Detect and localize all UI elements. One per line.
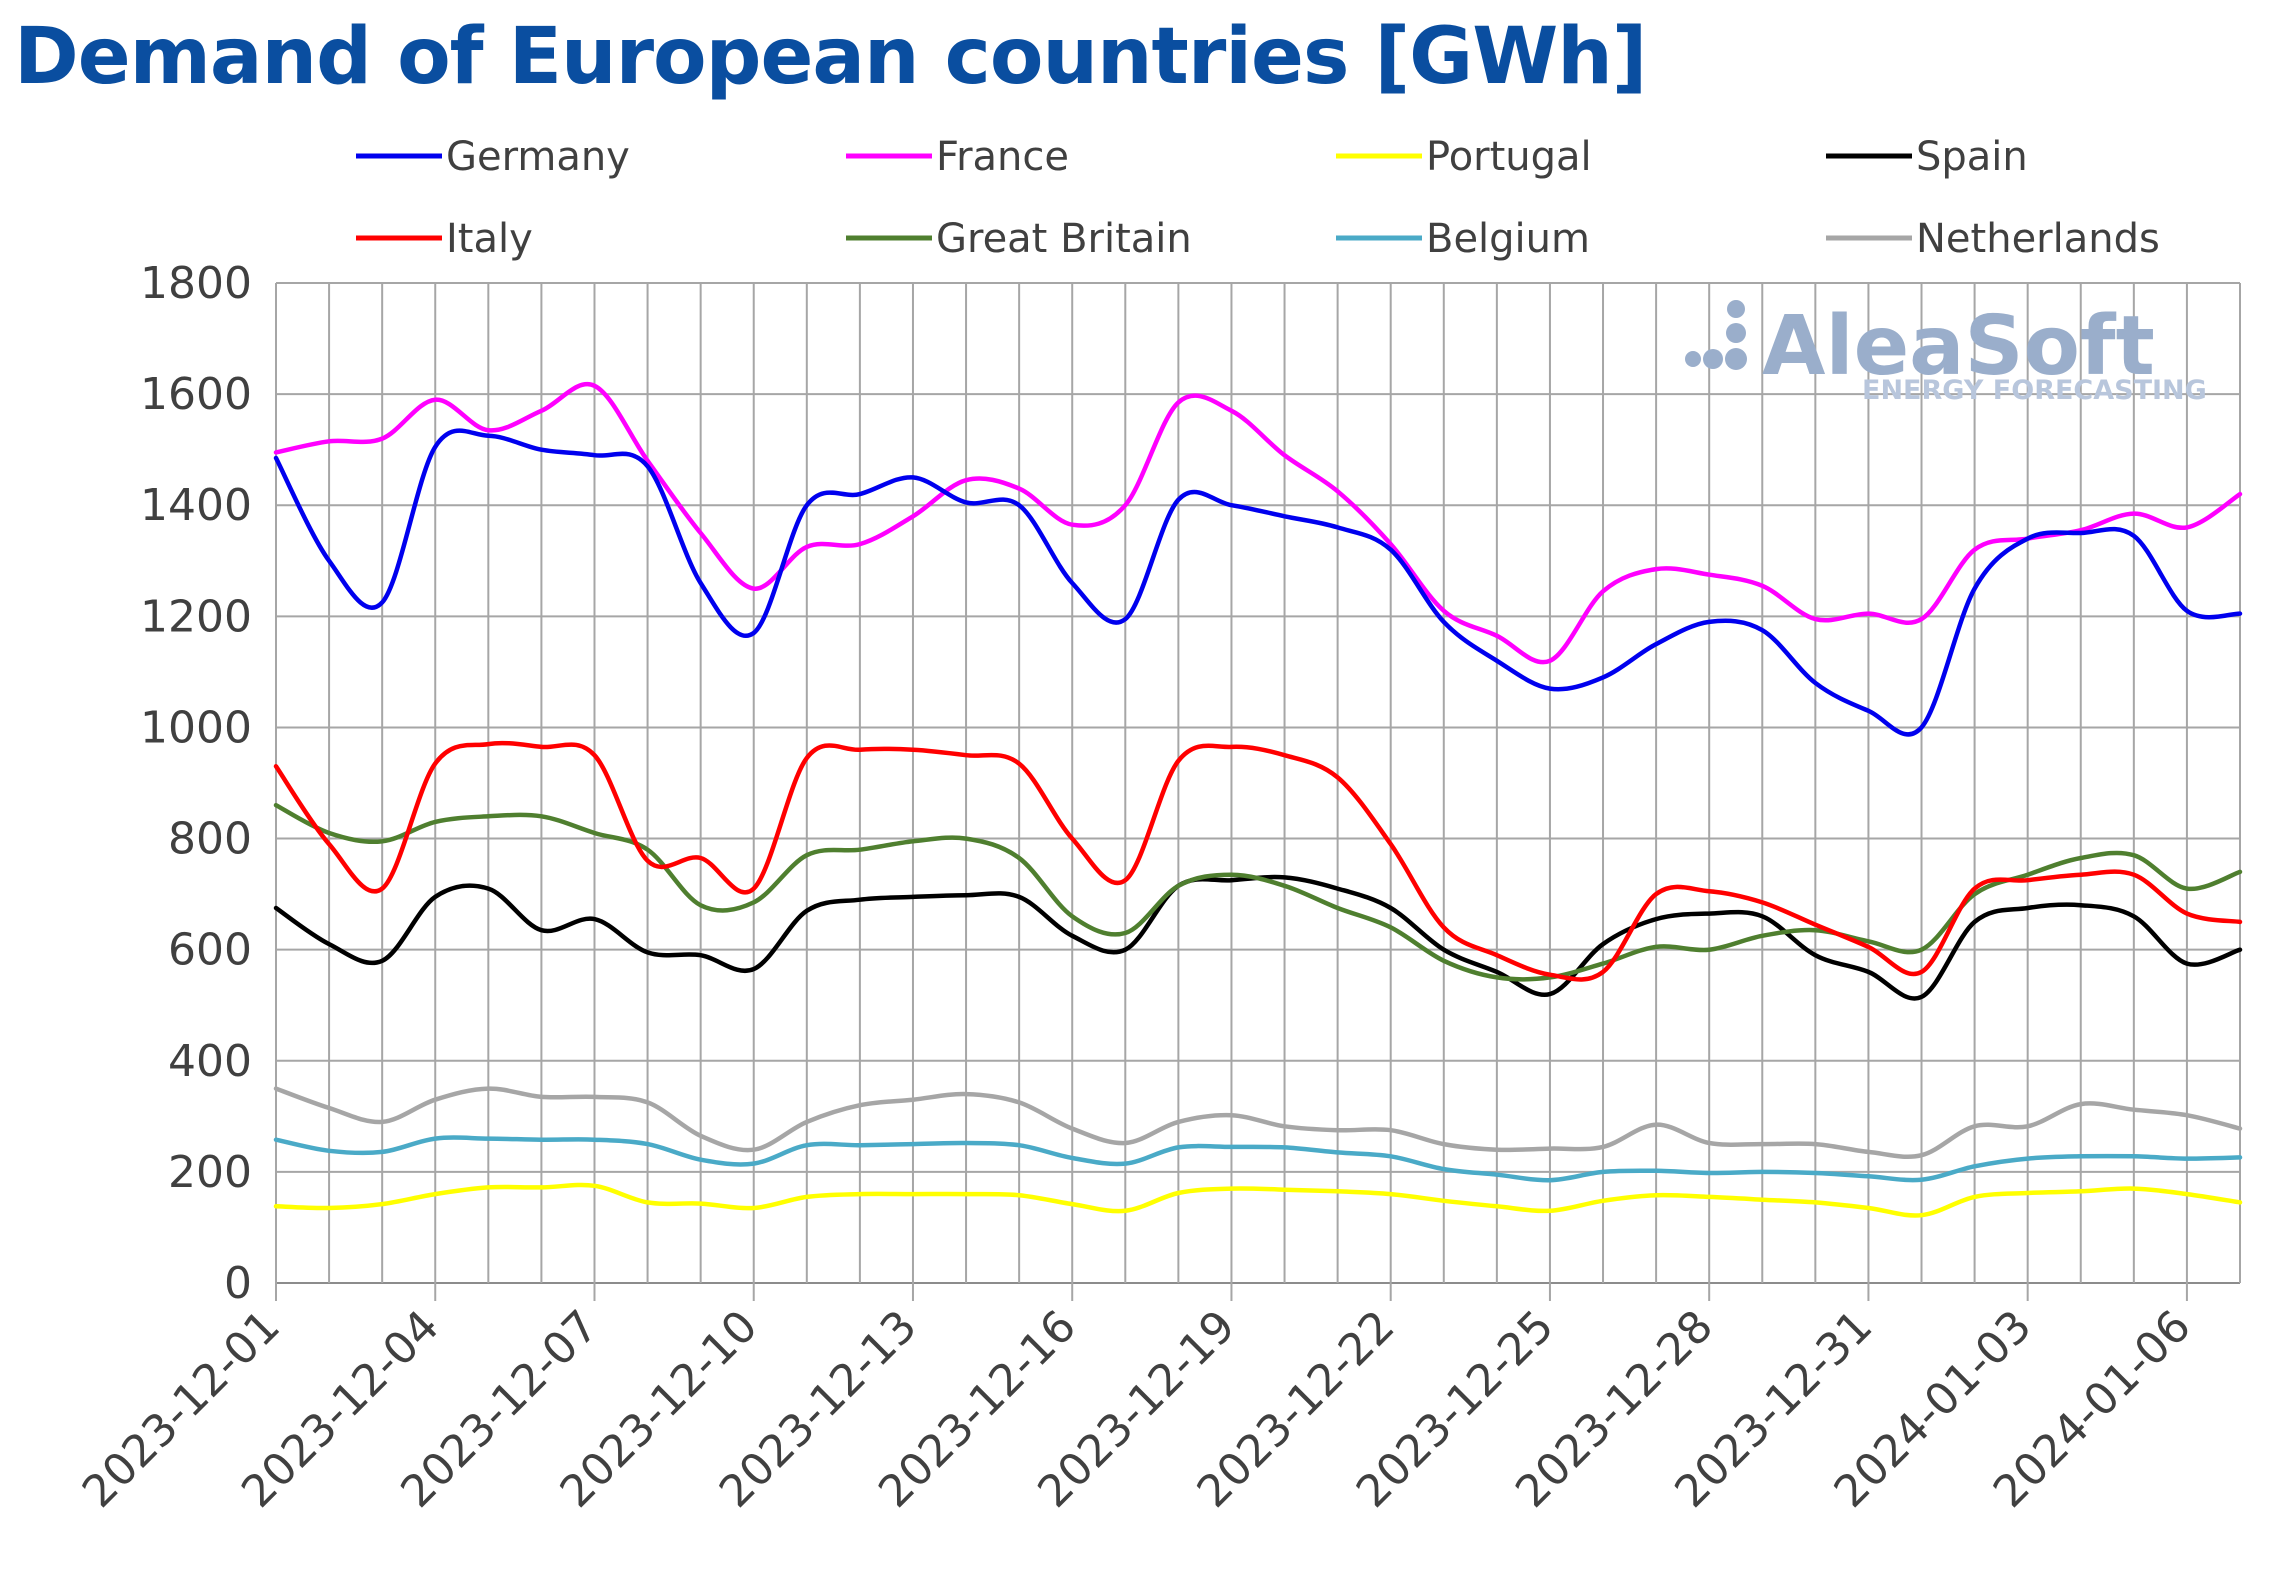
legend-item-netherlands: Netherlands	[1826, 216, 2160, 262]
watermark-brand: AleaSoft	[1762, 299, 2155, 394]
chart-title: Demand of European countries [GWh]	[14, 12, 1647, 102]
watermark-tagline: ENERGY FORECASTING	[1862, 375, 2207, 406]
series-line-netherlands	[273, 1086, 2243, 1160]
legend-item-portugal: Portugal	[1336, 134, 1592, 180]
legend-item-france: France	[846, 134, 1069, 180]
y-tick-label: 1800	[140, 258, 252, 309]
legend-label: Netherlands	[1916, 216, 2160, 262]
series-lines	[273, 381, 2243, 1218]
series-line-portugal	[273, 1182, 2243, 1218]
legend-label: Belgium	[1426, 216, 1590, 262]
legend-item-spain: Spain	[1826, 134, 2028, 180]
series-line-germany	[273, 428, 2243, 737]
y-tick-label: 1200	[140, 591, 252, 642]
y-tick-label: 1600	[140, 369, 252, 420]
y-tick-label: 800	[168, 814, 252, 865]
y-tick-label: 400	[168, 1036, 252, 1087]
legend-item-italy: Italy	[356, 216, 533, 262]
series-line-france	[273, 381, 2243, 665]
legend-item-belgium: Belgium	[1336, 216, 1590, 262]
y-tick-label: 0	[224, 1258, 252, 1309]
legend-item-germany: Germany	[356, 134, 630, 180]
legend: Germany France Portugal Spain Italy Great Bri…	[356, 134, 2160, 262]
y-tick-label: 1000	[140, 702, 252, 753]
legend-label: Portugal	[1426, 134, 1592, 180]
series-line-italy	[273, 740, 2243, 982]
legend-label: Italy	[446, 216, 533, 262]
y-tick-label: 200	[168, 1147, 252, 1198]
series-line-spain	[273, 874, 2243, 1001]
y-tick-label: 1400	[140, 480, 252, 531]
legend-label: France	[936, 134, 1069, 180]
legend-item-great-britain: Great Britain	[846, 216, 1192, 262]
aleasoft-watermark: AleaSoft ENERGY FORECASTING	[1685, 299, 2207, 406]
legend-label: Spain	[1916, 134, 2028, 180]
series-line-belgium	[273, 1135, 2243, 1183]
legend-label: Great Britain	[936, 216, 1192, 262]
legend-label: Germany	[446, 134, 630, 180]
y-tick-label: 600	[168, 925, 252, 976]
axes: 0200400600800100012001400160018002023-12…	[73, 258, 2201, 1518]
series-line-great-britain	[273, 802, 2243, 982]
aleasoft-dots-icon	[1685, 300, 1747, 370]
